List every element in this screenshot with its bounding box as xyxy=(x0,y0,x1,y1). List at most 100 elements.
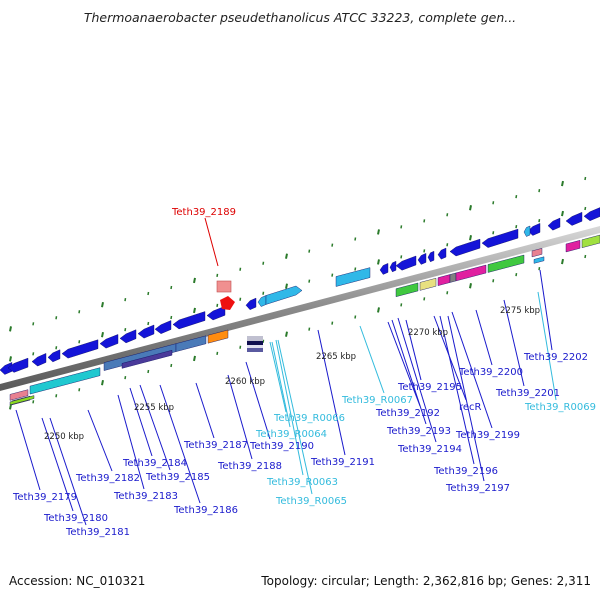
gene-feature xyxy=(154,320,172,334)
gene-label-teth39-2202[interactable]: Teth39_2202 xyxy=(523,352,588,363)
tick-mark xyxy=(515,225,518,229)
gene-label-teth39-2188[interactable]: Teth39_2188 xyxy=(217,461,282,472)
leader-line xyxy=(117,394,145,490)
gene-label-teth39-2194[interactable]: Teth39_2194 xyxy=(397,444,462,455)
kbp-label: 2260 kbp xyxy=(225,377,265,387)
gene-feature xyxy=(31,353,47,367)
gene-label-teth39-2197[interactable]: Teth39_2197 xyxy=(445,483,510,494)
gene-label-teth39-2181[interactable]: Teth39_2181 xyxy=(65,527,130,538)
gene-label-teth39-2191[interactable]: Teth39_2191 xyxy=(310,457,375,468)
tick-mark xyxy=(400,225,403,229)
gene-label-teth39-r0065[interactable]: Teth39_R0065 xyxy=(275,496,347,507)
leader-line xyxy=(15,409,41,491)
tick-mark xyxy=(193,277,196,284)
gene-feature xyxy=(99,334,119,349)
tick-mark xyxy=(262,339,265,343)
tick-mark xyxy=(584,206,587,211)
tick-mark xyxy=(377,307,380,313)
tick-mark xyxy=(515,273,518,277)
gene-label-teth39-2196[interactable]: Teth39_2196 xyxy=(433,466,498,477)
gene-label-teth39-2179[interactable]: Teth39_2179 xyxy=(12,492,77,503)
tick-mark xyxy=(308,279,311,283)
gene-feature xyxy=(220,296,235,310)
gene-label-teth39-2185[interactable]: Teth39_2185 xyxy=(145,472,210,483)
leader-line xyxy=(475,309,493,366)
gene-label-teth39-2199[interactable]: Teth39_2199 xyxy=(455,430,520,441)
gene-label-teth39-r0064[interactable]: Teth39_R0064 xyxy=(255,429,327,440)
leader-line xyxy=(317,329,346,456)
gene-feature xyxy=(583,207,600,221)
gene-label-teth39-2187[interactable]: Teth39_2187 xyxy=(183,440,248,451)
gene-label-teth39-2195[interactable]: Teth39_2195 xyxy=(397,382,462,393)
gene-feature xyxy=(389,260,397,273)
gene-feature xyxy=(247,345,263,348)
gene-label-teth39-2192[interactable]: Teth39_2192 xyxy=(375,408,440,419)
gene-label-teth39-2200[interactable]: Teth39_2200 xyxy=(458,367,523,378)
gene-feature xyxy=(9,389,29,401)
tick-mark xyxy=(9,326,12,332)
tick-mark xyxy=(78,388,81,392)
leader-line xyxy=(159,384,201,504)
tick-mark xyxy=(377,229,380,235)
gene-label-teth39-2193[interactable]: Teth39_2193 xyxy=(386,426,451,437)
gene-label-teth39-2180[interactable]: Teth39_2180 xyxy=(43,513,108,524)
leader-line xyxy=(359,325,385,394)
gene-label-teth39-r0063[interactable]: Teth39_R0063 xyxy=(266,477,338,488)
leader-line xyxy=(391,319,427,425)
accession-text: Accession: NC_010321 xyxy=(9,574,146,588)
leader-line xyxy=(41,417,74,512)
tick-mark xyxy=(170,363,173,368)
gene-label-teth39-r0069[interactable]: Teth39_R0069 xyxy=(524,402,596,413)
tick-mark xyxy=(55,394,58,398)
leader-line xyxy=(503,299,525,387)
tick-mark xyxy=(515,195,518,199)
gene-feature xyxy=(533,256,545,264)
gene-label-teth39-2186[interactable]: Teth39_2186 xyxy=(173,505,238,516)
gene-feature xyxy=(527,223,541,236)
kbp-scale: 2250 kbp 2255 kbp 2260 kbp 2265 kbp 2270… xyxy=(44,306,540,442)
tick-mark xyxy=(377,259,380,265)
topology-text: Topology: circular; Length: 2,362,816 bp… xyxy=(261,574,591,588)
gene-feature xyxy=(437,274,451,286)
tick-mark xyxy=(193,355,196,362)
tick-mark xyxy=(423,297,426,301)
gene-label-teth39-2183[interactable]: Teth39_2183 xyxy=(113,491,178,502)
gene-label-teth39-2201[interactable]: Teth39_2201 xyxy=(495,388,560,399)
tick-rows xyxy=(9,176,587,410)
gene-feature xyxy=(565,211,583,226)
gene-label-recr[interactable]: recR xyxy=(459,402,482,413)
gene-feature xyxy=(245,297,257,310)
gene-label-teth39-2190[interactable]: Teth39_2190 xyxy=(249,441,314,452)
tick-mark xyxy=(308,249,311,253)
gene-feature xyxy=(247,348,263,352)
leader-line xyxy=(539,269,553,351)
tick-mark xyxy=(124,375,127,380)
tick-mark xyxy=(101,331,104,338)
tick-mark xyxy=(9,404,12,410)
gene-feature xyxy=(175,335,207,352)
gene-label-teth39-r0067[interactable]: Teth39_R0067 xyxy=(341,395,413,406)
tick-mark xyxy=(101,379,104,386)
tick-mark xyxy=(469,205,472,211)
gene-label-teth39-2189[interactable]: Teth39_2189 xyxy=(171,207,236,218)
tick-mark xyxy=(147,291,150,296)
tick-mark xyxy=(423,219,426,223)
gene-feature xyxy=(247,341,263,345)
tick-mark xyxy=(584,254,587,259)
leader-line xyxy=(204,217,219,267)
gene-feature xyxy=(419,277,437,291)
tick-mark xyxy=(124,327,127,332)
leader-line xyxy=(439,315,475,465)
gene-feature xyxy=(7,357,29,373)
gene-feature xyxy=(417,253,427,265)
tick-mark xyxy=(561,210,564,217)
tick-mark xyxy=(331,273,334,277)
tick-mark xyxy=(538,218,541,223)
leader-line xyxy=(195,382,215,439)
leader-line xyxy=(129,387,153,457)
gene-label-teth39-r0066[interactable]: Teth39_R0066 xyxy=(273,413,345,424)
gene-feature xyxy=(487,254,525,273)
gene-label-teth39-2184[interactable]: Teth39_2184 xyxy=(122,458,187,469)
gene-label-teth39-2182[interactable]: Teth39_2182 xyxy=(75,473,140,484)
